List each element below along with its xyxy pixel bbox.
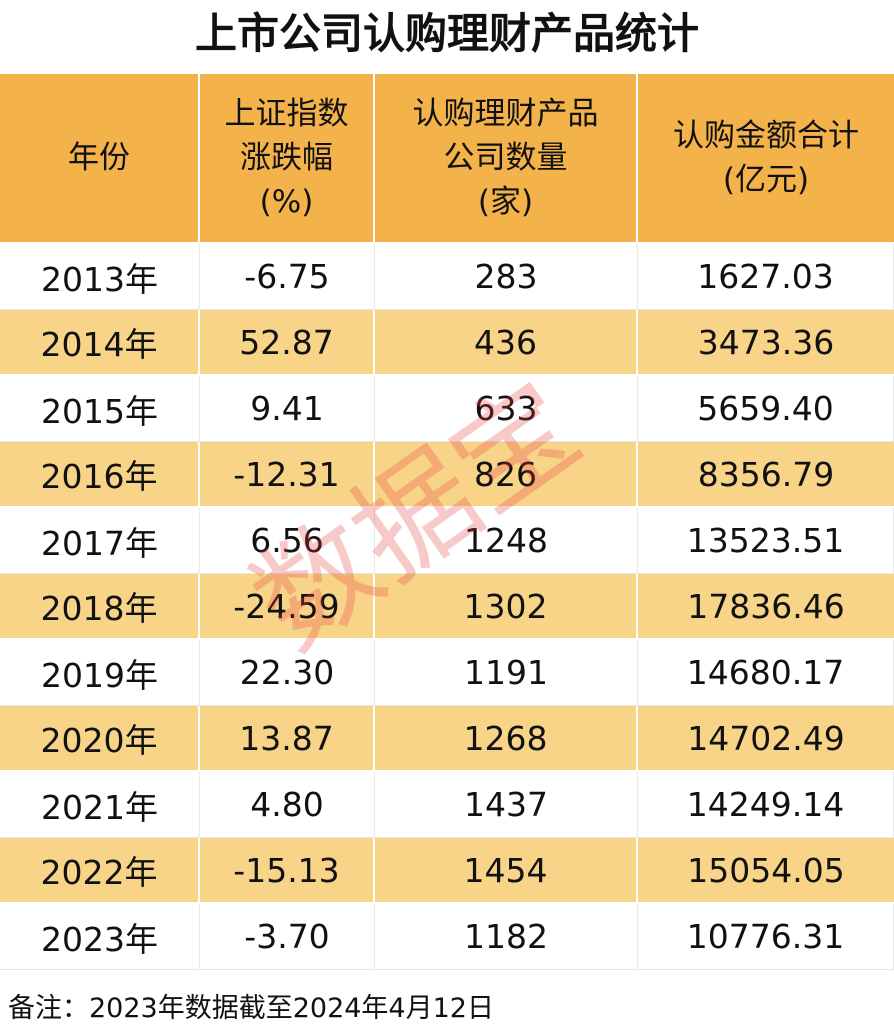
cell-text: 10776.31 (638, 904, 894, 970)
cell-text: 2013年 (0, 244, 200, 310)
cell-text: 1437 (375, 772, 638, 838)
header-text: 涨跌幅 (240, 140, 333, 176)
cell-text: 2020年 (0, 706, 200, 772)
cell-text: 3473.36 (638, 310, 894, 376)
data-row: 2023年 -3.70 1182 10776.31 (0, 904, 894, 970)
cell-text: 9.41 (200, 376, 375, 442)
table: 年份 上证指数涨跌幅 (%) 认购理财产品 公司数量 (家) 认购金额合计 (亿元) 2013年… (0, 74, 894, 970)
cell-text: 2019年 (0, 640, 200, 706)
cell-text: 436 (375, 310, 638, 376)
data-row: 2021年 4.80 1437 14249.14 (0, 772, 894, 838)
data-row: 2013年 -6.75 283 1627.03 (0, 244, 894, 310)
cell-text: 1182 (375, 904, 638, 970)
cell-text: 8356.79 (638, 442, 894, 508)
cell-text: 14680.17 (638, 640, 894, 706)
cell-text: 1248 (375, 508, 638, 574)
footnote: 备注：2023年数据截至2024年4月12日 (8, 993, 494, 1024)
cell-text: -15.13 (200, 838, 375, 904)
cell-text: 1268 (375, 706, 638, 772)
cell-text: 6.56 (200, 508, 375, 574)
cell-text: -6.75 (200, 244, 375, 310)
cell-text: 2015年 (0, 376, 200, 442)
cell-text: 13.87 (200, 706, 375, 772)
cell-text: 5659.40 (638, 376, 894, 442)
header-text: 年份 (68, 140, 130, 176)
header-cell: 认购金额合计 (亿元) (638, 74, 894, 244)
cell-text: 2021年 (0, 772, 200, 838)
cell-text: 2018年 (0, 574, 200, 640)
data-row: 2019年 22.30 1191 14680.17 (0, 640, 894, 706)
header-text: (亿元) (722, 162, 810, 198)
cell-text: -3.70 (200, 904, 375, 970)
cell-text: 2022年 (0, 838, 200, 904)
cell-text: 1454 (375, 838, 638, 904)
cell-text: 13523.51 (638, 508, 894, 574)
title: 上市公司认购理财产品统计 (194, 9, 699, 58)
cell-text: 14702.49 (638, 706, 894, 772)
header-cell: 上证指数涨跌幅 (%) (200, 74, 375, 244)
header-row: 年份 上证指数涨跌幅 (%) 认购理财产品 公司数量 (家) 认购金额合计 (亿元) (0, 74, 894, 244)
header-text: (家) (477, 184, 534, 220)
cell-text: -12.31 (200, 442, 375, 508)
header-text: 公司数量 (443, 140, 568, 176)
cell-text: 2014年 (0, 310, 200, 376)
header-text: (%) (259, 184, 314, 220)
cell-text: 14249.14 (638, 772, 894, 838)
cell-text: 22.30 (200, 640, 375, 706)
cell-text: 2016年 (0, 442, 200, 508)
header-text: 认购金额合计 (673, 118, 859, 154)
cell-text: 15054.05 (638, 838, 894, 904)
data-row: 2015年 9.41 633 5659.40 (0, 376, 894, 442)
header-text: 认购理财产品 (412, 96, 599, 132)
cell-text: 2017年 (0, 508, 200, 574)
data-row: 2018年 -24.59 1302 17836.46 (0, 574, 894, 640)
cell-text: 1302 (375, 574, 638, 640)
cell-text: 1191 (375, 640, 638, 706)
cell-text: 826 (375, 442, 638, 508)
data-row: 2020年 13.87 1268 14702.49 (0, 706, 894, 772)
cell-text: 1627.03 (638, 244, 894, 310)
header-text: 上证指数 (224, 96, 349, 132)
cell-text: 2023年 (0, 904, 200, 970)
cell-text: 4.80 (200, 772, 375, 838)
header-cell: 认购理财产品 公司数量 (家) (375, 74, 638, 244)
cell-text: 283 (375, 244, 638, 310)
header-cell: 年份 (0, 74, 200, 244)
data-row: 2016年 -12.31 826 8356.79 (0, 442, 894, 508)
cell-text: -24.59 (200, 574, 375, 640)
data-row: 2014年 52.87 436 3473.36 (0, 310, 894, 376)
cell-text: 633 (375, 376, 638, 442)
cell-text: 52.87 (200, 310, 375, 376)
data-row: 2022年 -15.13 1454 15054.05 (0, 838, 894, 904)
data-row: 2017年 6.56 1248 13523.51 (0, 508, 894, 574)
cell-text: 17836.46 (638, 574, 894, 640)
